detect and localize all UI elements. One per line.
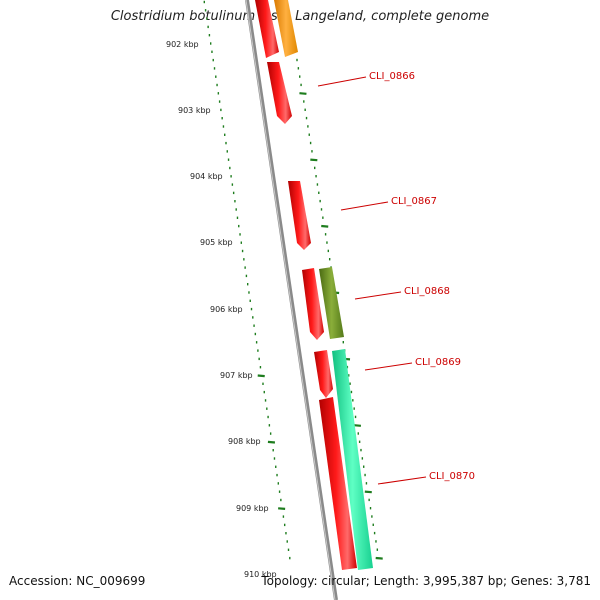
gene-label-cli0869[interactable]: CLI_0869 — [415, 357, 461, 368]
leader-line-cli0870 — [377, 476, 427, 485]
leader-line-cli0867 — [340, 201, 389, 211]
gene-red-cli0866[interactable] — [267, 62, 292, 124]
gene-label-group: CLI_0866 CLI_0867 CLI_0868 CLI_0869 CLI_… — [317, 71, 475, 485]
gene-orange[interactable] — [274, 0, 298, 57]
major-tick — [353, 424, 361, 427]
leader-line-cli0866 — [317, 76, 367, 87]
gene-red-cli0868[interactable] — [302, 268, 324, 340]
leader-line-cli0869 — [364, 362, 413, 371]
major-tick — [310, 158, 318, 162]
tick-track-inner — [203, 0, 291, 560]
major-tick — [375, 556, 383, 560]
gene-olive-cli0868[interactable] — [319, 267, 344, 339]
gene-label-cli0866[interactable]: CLI_0866 — [369, 71, 415, 82]
gene-red-top[interactable] — [255, 0, 279, 58]
tick-label-907: 907 kbp — [220, 371, 253, 380]
gene-teal-cli0870[interactable] — [332, 349, 373, 570]
gene-label-cli0867[interactable]: CLI_0867 — [391, 196, 437, 207]
map-title: Clostridium botulinum F str. Langeland, … — [110, 9, 490, 24]
gene-red-cli0869[interactable] — [314, 350, 333, 398]
tick-label-905: 905 kbp — [200, 238, 233, 247]
major-tick — [321, 224, 329, 228]
major-tick — [299, 92, 307, 95]
genome-backbone-highlight — [245, 0, 336, 600]
major-tick — [257, 374, 265, 378]
major-tick — [278, 507, 286, 510]
tick-label-903: 903 kbp — [178, 106, 211, 115]
gene-features — [255, 0, 373, 570]
tick-label-909: 909 kbp — [236, 504, 269, 513]
tick-labels: 902 kbp 903 kbp 904 kbp 905 kbp 906 kbp … — [166, 40, 277, 579]
tick-label-910: 910 kbp — [244, 570, 277, 579]
gene-red-long[interactable] — [319, 397, 357, 570]
gene-label-cli0868[interactable]: CLI_0868 — [404, 286, 450, 297]
tick-label-906: 906 kbp — [210, 305, 243, 314]
tick-label-902: 902 kbp — [166, 40, 199, 49]
major-tick — [364, 490, 372, 494]
leader-line-cli0868 — [354, 291, 402, 300]
genome-backbone — [245, 0, 338, 600]
genome-stats-text: Topology: circular; Length: 3,995,387 bp… — [261, 574, 591, 588]
accession-text: Accession: NC_009699 — [9, 574, 146, 588]
tick-label-904: 904 kbp — [190, 172, 223, 181]
gene-label-cli0870[interactable]: CLI_0870 — [429, 471, 475, 482]
gene-red-cli0867[interactable] — [288, 181, 311, 250]
tick-label-908: 908 kbp — [228, 437, 261, 446]
major-tick — [267, 440, 276, 444]
